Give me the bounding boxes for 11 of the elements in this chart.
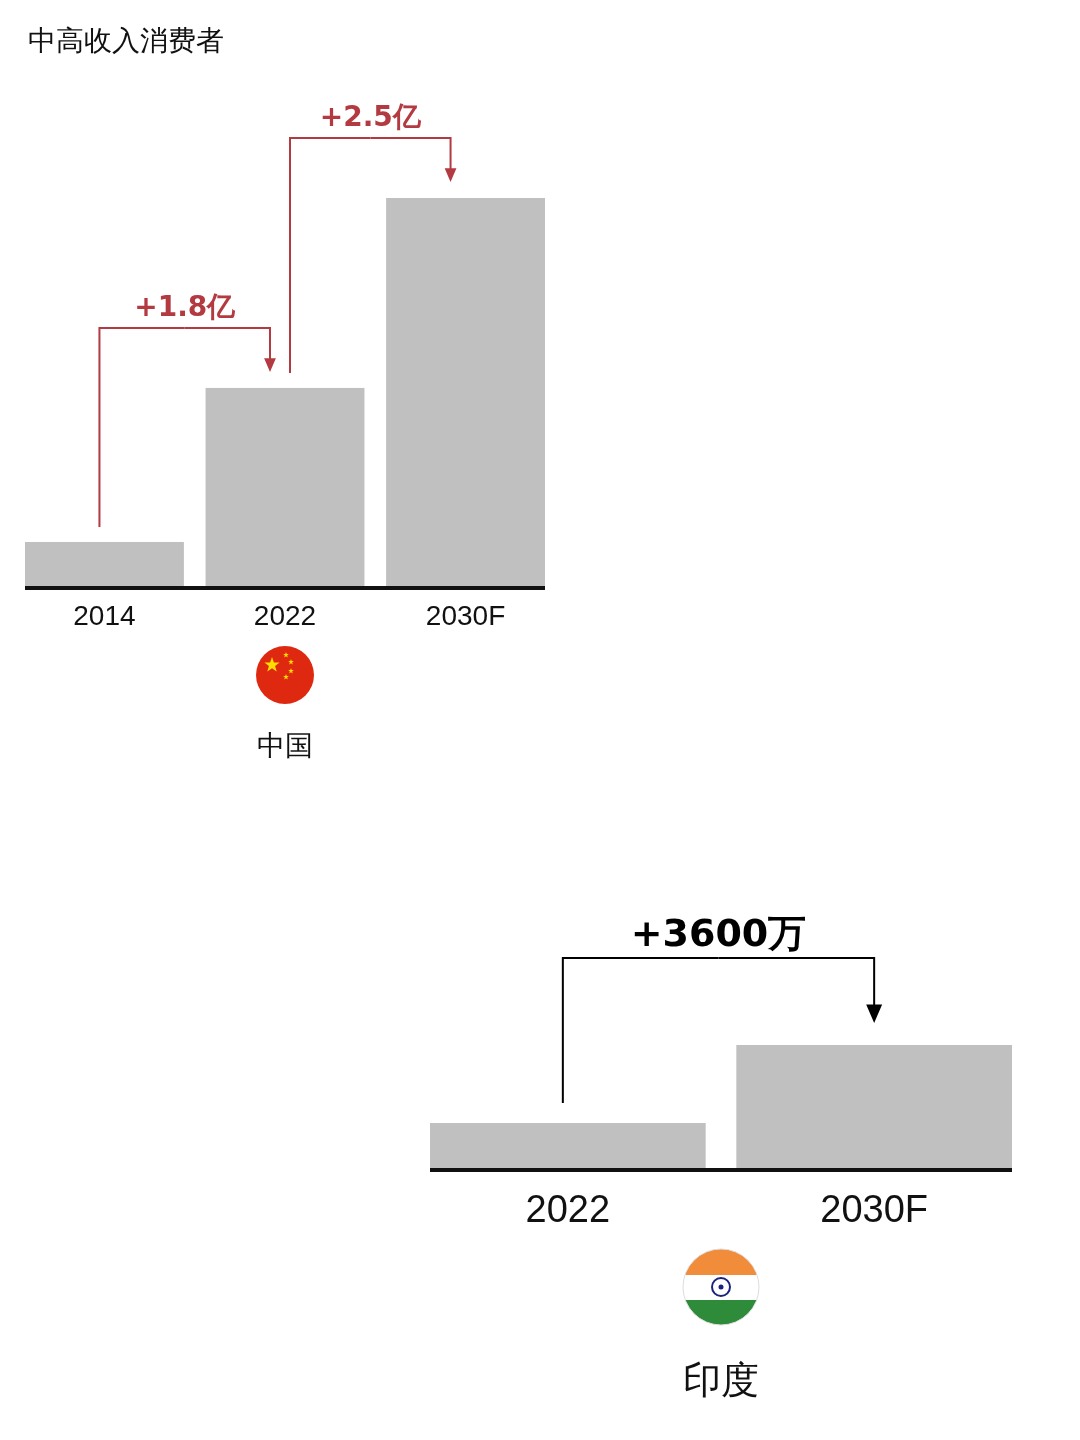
text: +3600万	[630, 911, 807, 955]
x-axis-title: 中国	[257, 729, 313, 762]
annotation: +1.8亿	[134, 289, 237, 323]
x-tick-label: 2014	[73, 600, 136, 631]
text: +2.5亿	[319, 100, 422, 133]
x-axis-title: 印度	[683, 1358, 759, 1402]
x-tick-label: 2022	[253, 600, 317, 631]
x-tick-label: 2022	[525, 1188, 611, 1230]
x-tick-label: 2030F	[425, 600, 506, 631]
chart-title: 中高收入消费者	[28, 24, 224, 57]
x-tick-label: 2030F	[820, 1188, 929, 1230]
